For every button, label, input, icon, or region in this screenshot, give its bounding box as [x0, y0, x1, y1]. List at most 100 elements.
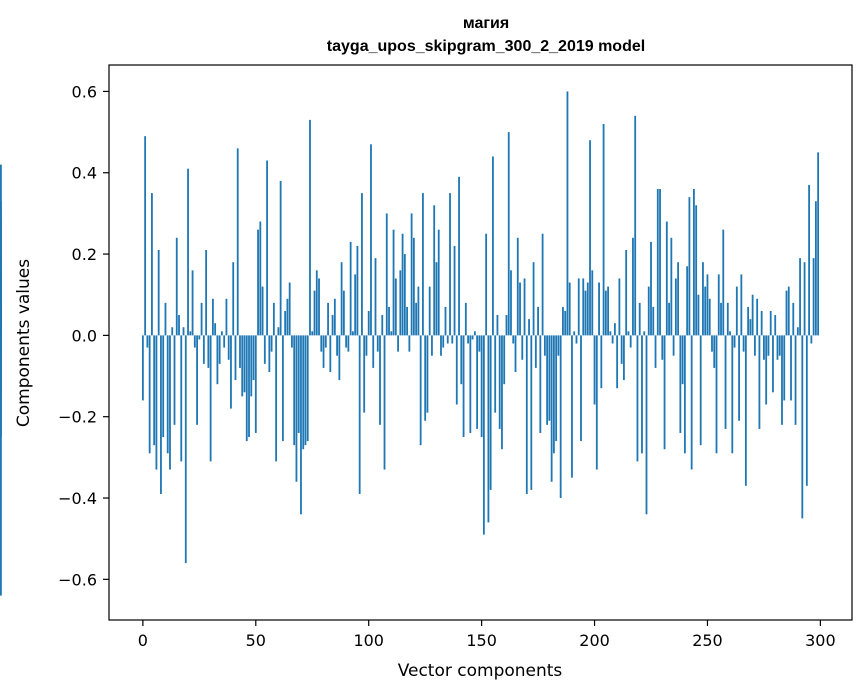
bar: [543, 335, 546, 356]
bar: [440, 335, 442, 356]
bar: [385, 213, 388, 336]
bar: [245, 335, 248, 442]
bar: [320, 335, 323, 352]
bar: [243, 335, 246, 393]
bar: [462, 335, 465, 438]
bar: [178, 315, 180, 336]
bar: [562, 306, 564, 336]
bar: [521, 335, 524, 360]
bar: [525, 335, 528, 494]
bar: [295, 335, 298, 482]
chart-title: магия: [463, 15, 509, 32]
bar: [180, 335, 183, 462]
bar: [749, 319, 752, 336]
bar: [406, 306, 409, 336]
bar: [415, 302, 418, 336]
bar-series: [0, 91, 820, 596]
bar: [193, 335, 196, 348]
bar: [681, 335, 684, 385]
bar: [575, 335, 578, 344]
bar: [227, 335, 230, 360]
bar: [460, 335, 463, 385]
bar: [275, 335, 278, 462]
bar: [679, 335, 682, 433]
bar: [494, 335, 497, 413]
bar: [555, 335, 558, 442]
bar: [473, 331, 476, 336]
x-tick-label: 250: [692, 631, 723, 650]
bar: [799, 258, 801, 336]
bar: [591, 270, 594, 336]
bar: [428, 286, 431, 336]
bar: [297, 335, 300, 433]
bar: [618, 278, 621, 336]
bar: [277, 327, 280, 336]
bar: [663, 335, 666, 450]
bar: [376, 335, 379, 352]
bar: [523, 278, 526, 336]
bar: [672, 335, 675, 356]
bar: [715, 335, 718, 454]
bar: [431, 335, 433, 356]
bar: [541, 233, 544, 336]
bar: [347, 335, 350, 352]
bar: [778, 335, 781, 356]
bar: [557, 335, 560, 356]
x-tick-label: 150: [466, 631, 497, 650]
bar: [724, 335, 727, 429]
bar: [252, 335, 255, 381]
bar: [261, 286, 264, 336]
chart-subtitle: tayga_upos_skipgram_300_2_2019 model: [327, 38, 645, 55]
bar: [808, 184, 810, 336]
bar: [532, 262, 535, 336]
bar: [191, 270, 194, 336]
bar: [151, 193, 153, 336]
bar: [410, 213, 413, 336]
bar: [221, 331, 223, 336]
bar: [365, 335, 368, 356]
bar: [259, 221, 262, 336]
bar: [593, 335, 596, 405]
bar: [333, 298, 336, 336]
bar: [812, 258, 815, 336]
bar: [446, 335, 449, 344]
bar: [670, 237, 673, 336]
bar: [155, 335, 158, 470]
x-axis-label: Vector components: [398, 661, 563, 681]
y-axis-ticks: −0.6 −0.4 −0.2 0.0 0.2 0.4 0.6: [58, 82, 109, 589]
bar: [638, 302, 641, 336]
x-tick-label: 200: [579, 631, 610, 650]
x-axis-ticks: 0 50 100 150 200 250 300: [138, 620, 836, 650]
bar: [503, 335, 506, 385]
bar: [471, 335, 474, 340]
bar: [379, 335, 381, 425]
bar: [699, 335, 702, 446]
bar: [616, 335, 619, 389]
bar: [187, 168, 189, 336]
bar: [166, 335, 169, 454]
bar: [519, 282, 521, 336]
bar: [776, 335, 779, 360]
bar: [216, 335, 219, 385]
bar: [464, 302, 467, 336]
bar: [717, 274, 720, 336]
bar: [196, 335, 198, 425]
bar: [284, 310, 287, 336]
bar: [361, 193, 363, 336]
bar: [478, 335, 481, 352]
bar: [313, 290, 316, 336]
bar: [652, 306, 655, 336]
bar: [482, 335, 485, 535]
bar: [214, 323, 217, 336]
bar: [338, 335, 341, 381]
bar: [309, 119, 311, 336]
bar: [598, 282, 600, 336]
bar: [595, 335, 598, 470]
bar: [322, 335, 325, 368]
bar: [577, 278, 580, 336]
bar: [751, 294, 754, 336]
bar: [205, 250, 208, 336]
bar: [722, 229, 725, 336]
bar: [706, 274, 709, 336]
